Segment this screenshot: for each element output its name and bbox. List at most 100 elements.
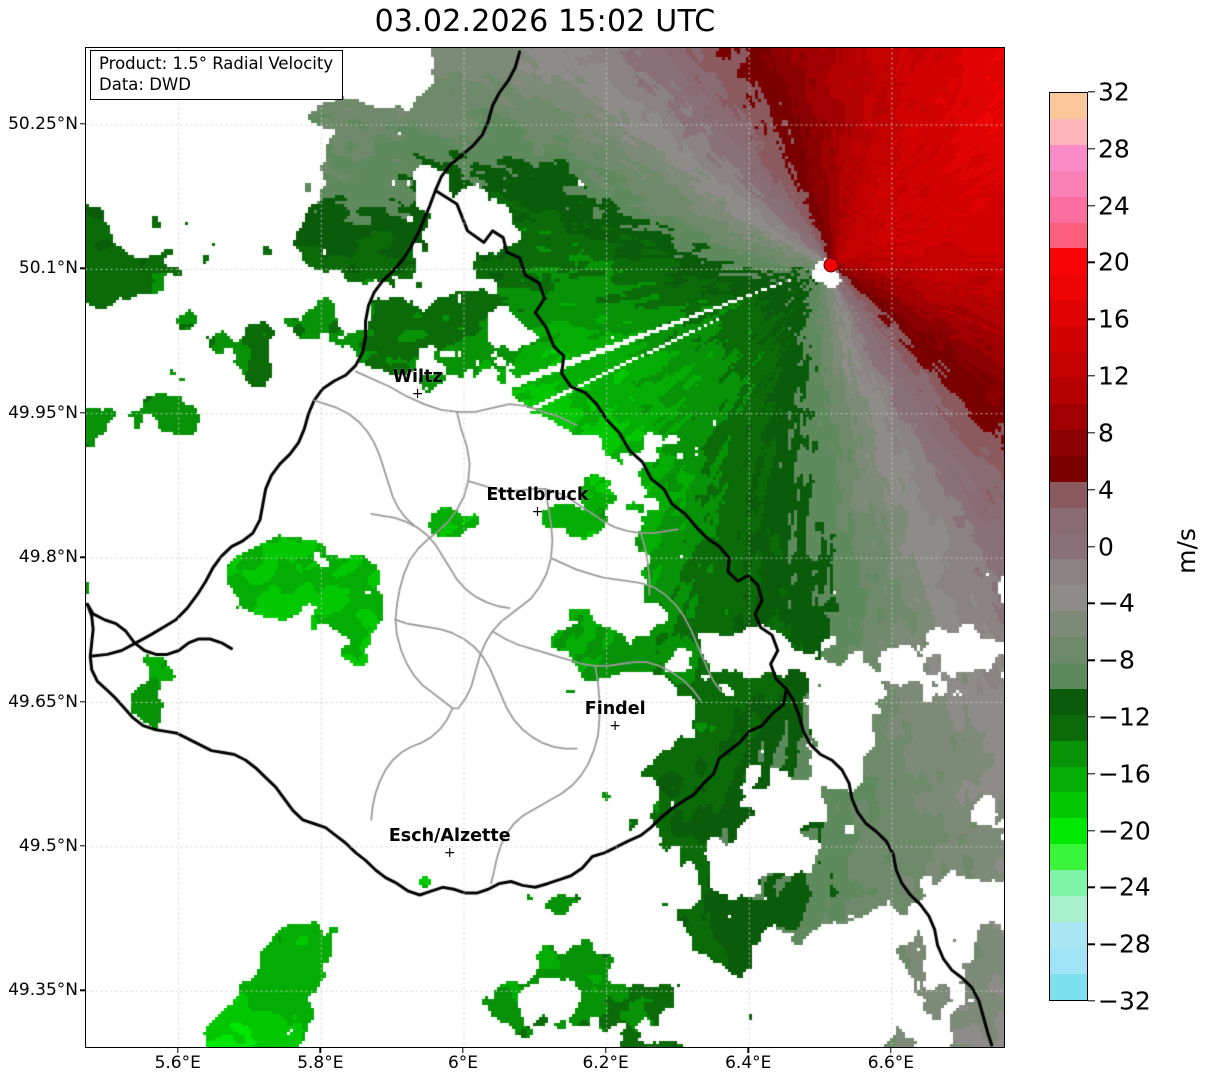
colorbar-tick-label: −8 — [1098, 645, 1135, 675]
page-title: 03.02.2026 15:02 UTC — [374, 4, 716, 39]
colorbar-band — [1050, 973, 1087, 1000]
x-axis-tick-mark — [462, 1048, 464, 1053]
colorbar-tick-mark — [1088, 1000, 1095, 1002]
colorbar-tick-label: −4 — [1098, 588, 1135, 618]
colorbar-tick-mark — [1088, 602, 1095, 605]
colorbar-band — [1050, 481, 1087, 508]
colorbar-band — [1050, 274, 1087, 301]
colorbar-tick-mark — [1088, 261, 1095, 264]
colorbar-tick-mark — [1088, 375, 1095, 377]
y-axis-tick-mark — [80, 412, 85, 414]
colorbar-band — [1050, 429, 1087, 456]
colorbar-band — [1050, 662, 1087, 689]
y-axis-tick-label: 49.8°N — [18, 547, 78, 568]
colorbar-band — [1050, 326, 1087, 353]
y-axis-tick-label: 49.35°N — [8, 980, 78, 1001]
colorbar-tick-label: 28 — [1098, 134, 1130, 164]
colorbar-tick-mark — [1088, 545, 1095, 548]
y-axis-tick-mark — [80, 267, 85, 270]
colorbar-tick-label: 4 — [1098, 475, 1114, 505]
x-axis-tick-label: 5.6°E — [154, 1053, 201, 1073]
colorbar-band — [1050, 403, 1087, 430]
colorbar-tick-mark — [1088, 943, 1095, 945]
colorbar-tick-label: 20 — [1098, 247, 1130, 277]
colorbar-band — [1050, 248, 1087, 275]
colorbar-tick-label: −24 — [1098, 872, 1151, 902]
colorbar-band — [1050, 637, 1087, 663]
colorbar-band — [1050, 222, 1087, 249]
map-axes[interactable]: Wiltz + Ettelbruck + Findel + Esch/Alzette + — [85, 47, 1005, 1048]
product-line: Product: 1.5° Radial Velocity — [99, 54, 334, 73]
colorbar-band — [1050, 300, 1087, 327]
radar-site-icon[interactable] — [823, 257, 839, 273]
colorbar-tick-label: −28 — [1098, 929, 1151, 959]
colorbar-tick-label: −32 — [1098, 986, 1151, 1016]
y-axis-tick-mark — [80, 989, 85, 991]
colorbar-band — [1050, 818, 1087, 845]
colorbar-tick-mark — [1088, 886, 1095, 889]
colorbar-band — [1050, 352, 1087, 378]
x-axis-tick-label: 5.8°E — [297, 1053, 344, 1073]
y-axis-tick-label: 50.25°N — [8, 114, 78, 134]
colorbar-band — [1050, 870, 1087, 897]
colorbar-band — [1050, 144, 1087, 171]
colorbar-tick-label: 12 — [1098, 361, 1130, 391]
colorbar-tick-mark — [1088, 488, 1095, 491]
colorbar-tick-mark — [1088, 318, 1095, 320]
y-axis-tick-label: 50.1°N — [18, 258, 78, 279]
y-axis-tick-label: 49.95°N — [8, 402, 78, 423]
colorbar-tick-label: 24 — [1098, 191, 1130, 221]
x-axis-tick-mark — [177, 1048, 179, 1053]
map-borders-overlay — [86, 48, 1004, 1047]
colorbar-band — [1050, 947, 1087, 974]
colorbar — [1049, 92, 1088, 1001]
colorbar-tick-label: −16 — [1098, 759, 1151, 789]
x-axis-tick-mark — [319, 1048, 322, 1053]
colorbar-band — [1050, 844, 1087, 871]
colorbar-band — [1050, 196, 1087, 223]
colorbar-tick-mark — [1088, 659, 1095, 661]
y-axis-tick-mark — [80, 845, 85, 847]
colorbar-tick-mark — [1088, 829, 1095, 832]
x-axis-tick-label: 6.4°E — [725, 1053, 772, 1073]
x-axis-tick-label: 6.2°E — [582, 1053, 629, 1073]
y-axis-tick-mark — [80, 123, 85, 125]
y-axis-tick-mark — [80, 700, 85, 703]
colorbar-tick-mark — [1088, 204, 1095, 207]
colorbar-band — [1050, 714, 1087, 741]
colorbar-band — [1050, 585, 1087, 612]
colorbar-band — [1050, 559, 1087, 586]
colorbar-band — [1050, 740, 1087, 767]
colorbar-tick-label: 0 — [1098, 532, 1114, 561]
x-axis-tick-mark — [747, 1048, 749, 1053]
x-axis-tick-label: 6°E — [447, 1053, 479, 1073]
colorbar-band — [1050, 896, 1087, 922]
y-axis-tick-label: 49.65°N — [8, 691, 78, 712]
colorbar-tick-label: 32 — [1098, 77, 1130, 107]
colorbar-band — [1050, 93, 1087, 119]
product-info-box: Product: 1.5° Radial Velocity Data: DWD — [90, 50, 344, 100]
colorbar-tick-label: −20 — [1098, 816, 1151, 846]
colorbar-band — [1050, 533, 1087, 560]
x-axis-tick-mark — [604, 1048, 607, 1053]
colorbar-band — [1050, 611, 1087, 638]
colorbar-band — [1050, 377, 1087, 404]
colorbar-tick-mark — [1088, 716, 1095, 718]
colorbar-tick-mark — [1088, 432, 1095, 434]
y-axis-tick-mark — [80, 556, 85, 558]
colorbar-band — [1050, 507, 1087, 534]
colorbar-tick-mark — [1088, 91, 1095, 93]
colorbar-tick-label: −12 — [1098, 702, 1151, 732]
colorbar-band — [1050, 922, 1087, 948]
colorbar-unit-label: m/s — [1172, 528, 1201, 574]
y-axis-tick-label: 49.5°N — [18, 835, 78, 856]
colorbar-band — [1050, 455, 1087, 482]
x-axis-tick-mark — [890, 1048, 892, 1053]
colorbar-tick-label: 16 — [1098, 304, 1130, 334]
colorbar-band — [1050, 118, 1087, 145]
colorbar-tick-mark — [1088, 148, 1095, 150]
colorbar-band — [1050, 792, 1087, 819]
x-axis-tick-label: 6.6°E — [867, 1053, 915, 1073]
